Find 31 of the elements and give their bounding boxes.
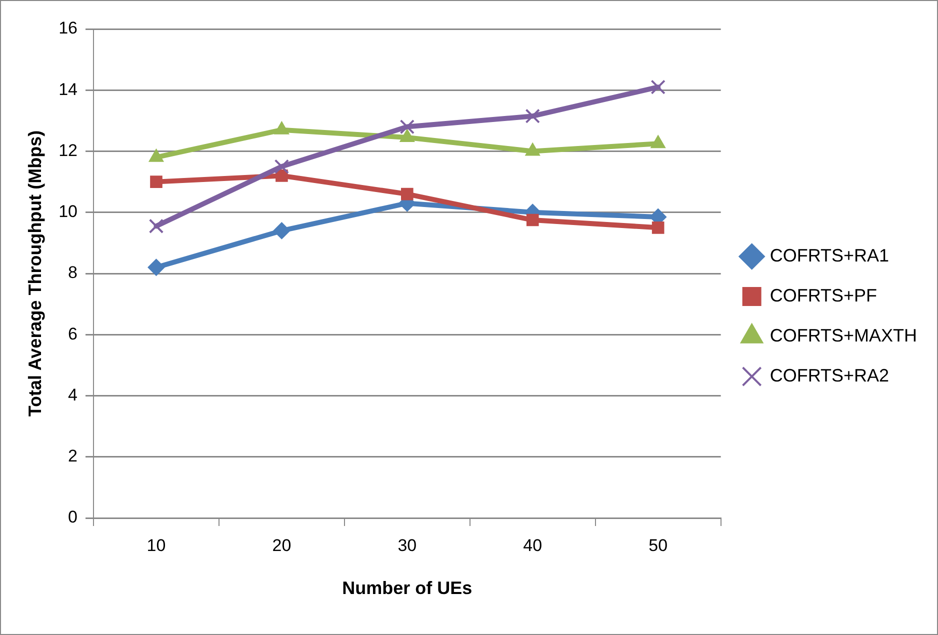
- point: [400, 119, 415, 134]
- x-tick-label: 10: [146, 536, 166, 555]
- legend-label: COFRTS+MAXTH: [770, 325, 918, 346]
- point: [148, 218, 164, 234]
- y-tick-label: 10: [58, 202, 78, 222]
- y-tick-label: 6: [68, 324, 78, 344]
- point: [150, 176, 162, 188]
- y-tick-label: 14: [58, 80, 78, 99]
- x-tick-label: 20: [272, 536, 292, 555]
- y-tick-label: 0: [68, 508, 78, 527]
- legend-label: COFRTS+RA2: [770, 365, 890, 386]
- x-tick-label: 40: [523, 536, 542, 555]
- legend-label: COFRTS+RA1: [770, 245, 890, 266]
- point: [650, 80, 666, 94]
- y-tick-label: 4: [68, 385, 78, 404]
- y-tick-label: 12: [58, 140, 78, 160]
- point: [652, 222, 664, 234]
- point: [525, 108, 540, 124]
- point: [148, 258, 165, 276]
- point: [401, 188, 414, 200]
- y-tick-label: 8: [68, 263, 78, 282]
- point: [526, 214, 539, 226]
- point: [274, 159, 290, 174]
- legend-label: COFRTS+PF: [770, 285, 878, 306]
- y-tick-label: 2: [68, 446, 78, 466]
- y-axis-title: Total Average Throughput (Mbps): [24, 130, 45, 417]
- point: [273, 222, 290, 240]
- y-tick-label: 16: [58, 18, 78, 38]
- x-axis-title: Number of UEs: [342, 578, 472, 598]
- x-tick-label: 30: [398, 536, 417, 555]
- x-tick-label: 50: [648, 536, 668, 555]
